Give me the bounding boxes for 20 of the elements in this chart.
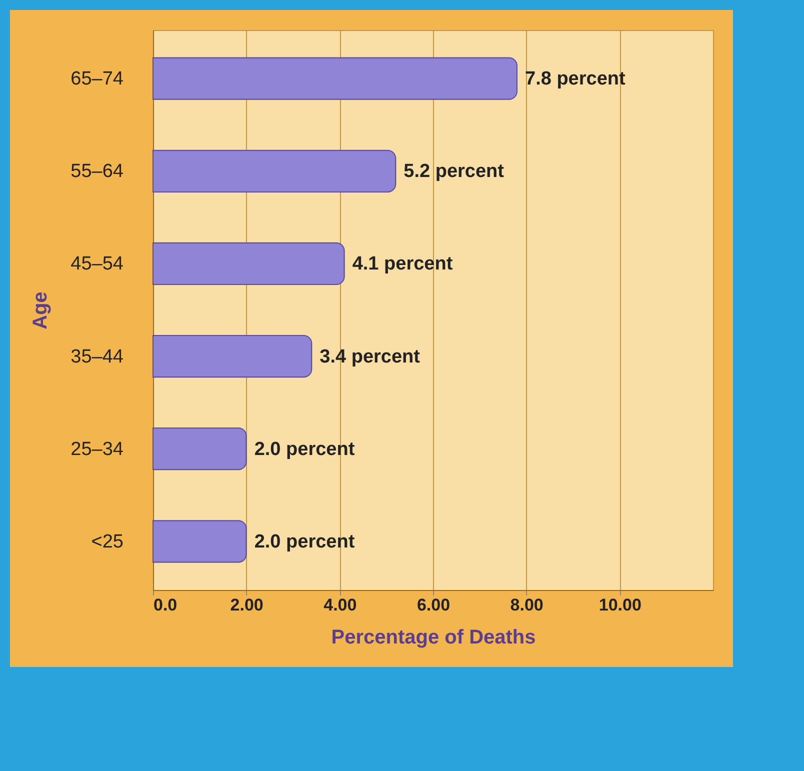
data-label: 4.1 percent (352, 254, 454, 275)
data-label: 2.0 percent (254, 438, 356, 460)
y-tick-label: 55–64 (70, 161, 124, 182)
y-tick-label: 65–74 (70, 68, 124, 90)
x-tick-label: 10.00 (598, 596, 642, 614)
data-label: 3.4 percent (320, 346, 421, 368)
data-label: 7.8 percent (525, 68, 626, 90)
y-tick-label: 45–54 (70, 254, 124, 275)
x-tick-label: 6.00 (416, 596, 450, 614)
x-tick-label: 4.00 (324, 596, 357, 614)
data-label: 5.2 percent (404, 161, 505, 182)
x-tick-label: 0.0 (154, 596, 178, 614)
x-tick-label: 8.00 (510, 596, 544, 614)
x-axis-title: Percentage of Deaths (331, 626, 536, 648)
data-label: 2.0 percent (254, 531, 356, 552)
x-tick-label: 2.00 (230, 596, 264, 614)
y-tick-label: 25–34 (70, 438, 124, 460)
y-tick-label: <25 (91, 531, 124, 552)
y-axis-title: Age (30, 292, 52, 330)
y-tick-label: 35–44 (70, 346, 124, 368)
